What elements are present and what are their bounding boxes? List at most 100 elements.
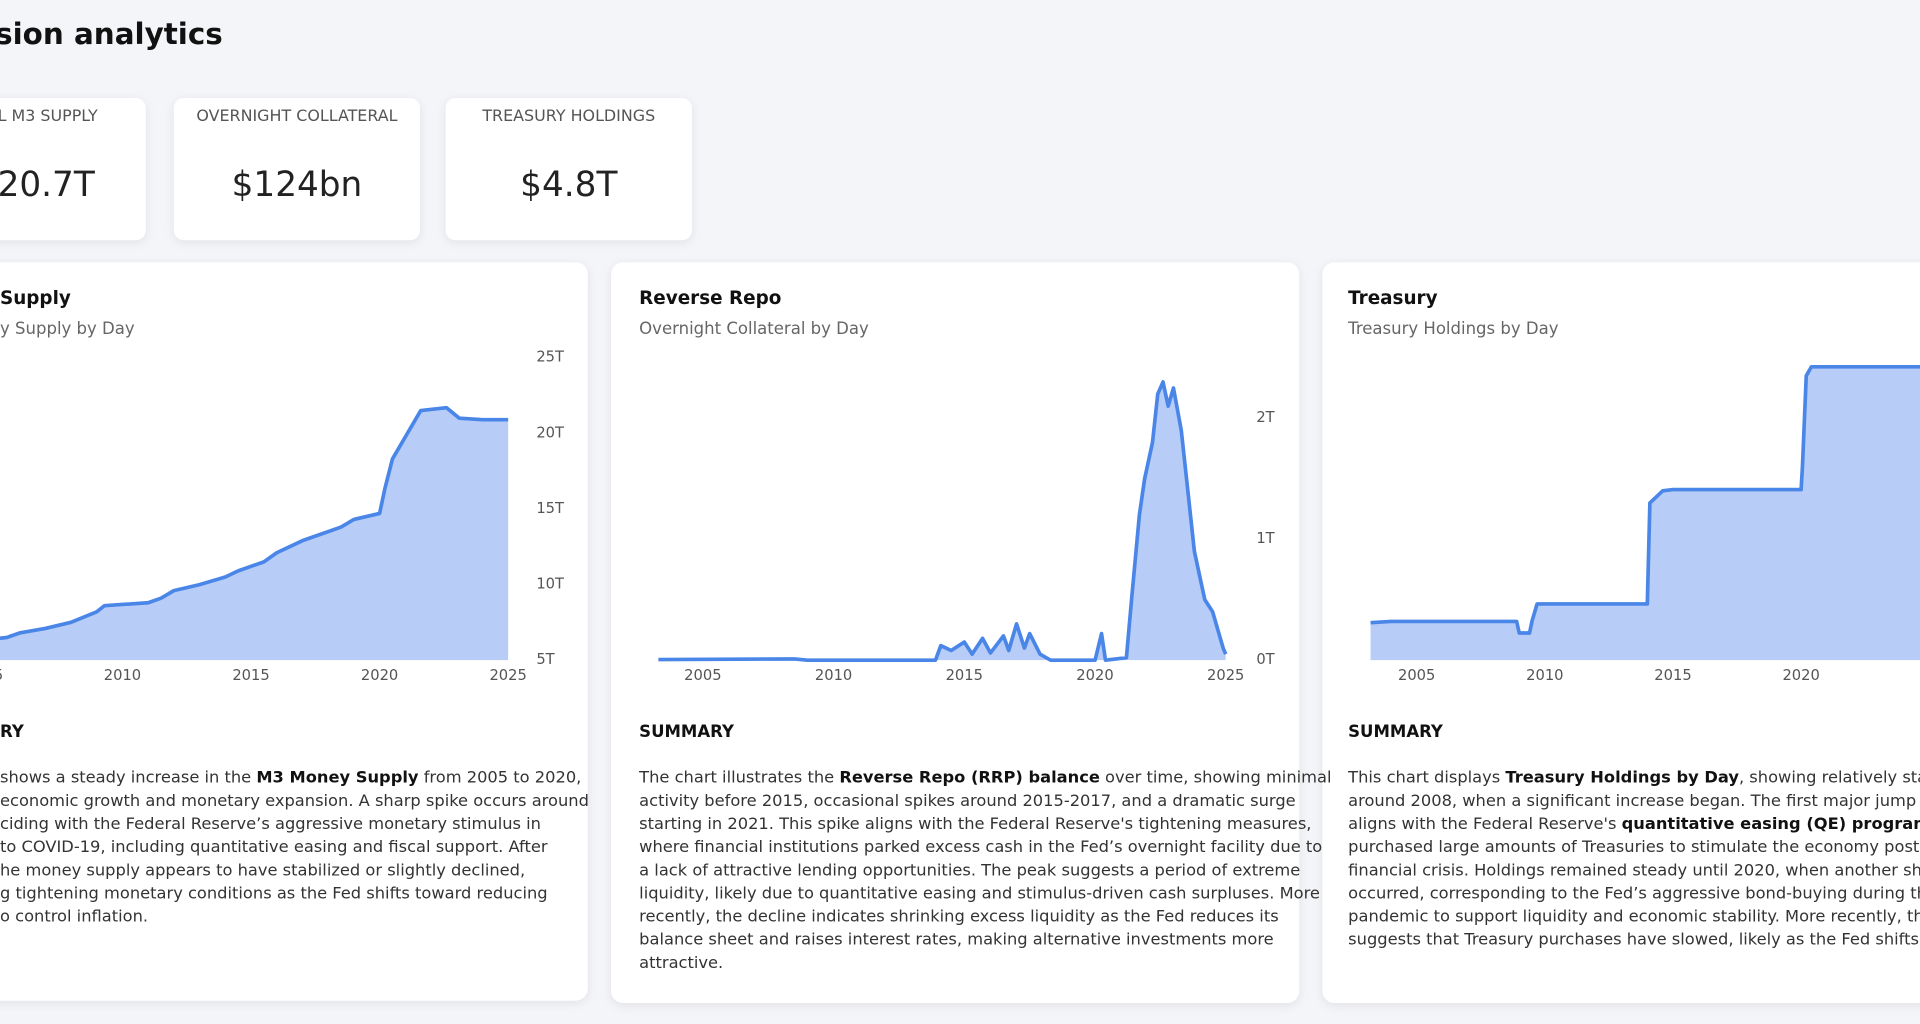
summary-line: occurred, corresponding to the Fed’s agg… bbox=[1348, 883, 1920, 902]
summary-line: purchased large amounts of Treasuries to… bbox=[1348, 837, 1920, 856]
kpi-value: $124bn bbox=[232, 165, 363, 205]
kpi-card bbox=[0, 98, 146, 241]
y-tick-label: 1T bbox=[1256, 530, 1275, 547]
x-tick-label: 2015 bbox=[946, 667, 983, 684]
page-title: sion analytics bbox=[0, 17, 223, 51]
y-tick-label: 5T bbox=[536, 651, 555, 668]
y-tick-label: 0T bbox=[1256, 651, 1275, 668]
x-tick-label: 2025 bbox=[1207, 667, 1244, 684]
summary-text: ciding with the Federal Reserve’s aggres… bbox=[0, 814, 541, 833]
chart-title: Reverse Repo bbox=[639, 288, 781, 309]
summary-text: o control inflation. bbox=[0, 906, 148, 925]
summary-bold: Reverse Repo (RRP) balance bbox=[839, 767, 1100, 786]
kpi-value: 20.7T bbox=[0, 165, 96, 205]
summary-line: a lack of attractive lending opportuniti… bbox=[639, 860, 1300, 879]
summary-line: he money supply appears to have stabiliz… bbox=[0, 860, 525, 879]
summary-line: aligns with the Federal Reserve's quanti… bbox=[1348, 814, 1920, 833]
kpi-label: TREASURY HOLDINGS bbox=[481, 106, 655, 125]
x-tick-label: 05 bbox=[0, 667, 3, 684]
y-tick-label: 10T bbox=[536, 576, 565, 593]
summary-line: shows a steady increase in the M3 Money … bbox=[0, 767, 581, 786]
summary-heading: RY bbox=[0, 722, 25, 741]
area-fill bbox=[0, 407, 509, 661]
summary-line: pandemic to support liquidity and econom… bbox=[1348, 906, 1920, 925]
x-tick-label: 2020 bbox=[361, 667, 398, 684]
summary-text: activity before 2015, occasional spikes … bbox=[639, 790, 1295, 809]
area-fill bbox=[658, 381, 1226, 661]
summary-text: financial crisis. Holdings remained stea… bbox=[1348, 860, 1920, 879]
summary-text: over time, showing minimal bbox=[1100, 767, 1332, 786]
y-tick-label: 15T bbox=[536, 500, 565, 517]
summary-text: pandemic to support liquidity and econom… bbox=[1348, 906, 1920, 925]
summary-bold: Treasury Holdings by Day bbox=[1505, 767, 1739, 786]
area-fill bbox=[1370, 366, 1920, 661]
summary-text: a lack of attractive lending opportuniti… bbox=[639, 860, 1300, 879]
x-tick-label: 2010 bbox=[104, 667, 141, 684]
summary-text: balance sheet and raises interest rates,… bbox=[639, 929, 1273, 948]
chart-title: Supply bbox=[0, 288, 71, 309]
summary-text: from 2005 to 2020, bbox=[419, 767, 582, 786]
area-line bbox=[0, 405, 509, 641]
summary-text: recently, the decline indicates shrinkin… bbox=[639, 906, 1278, 925]
chart-subtitle: Treasury Holdings by Day bbox=[1347, 319, 1559, 338]
x-tick-label: 2015 bbox=[232, 667, 269, 684]
summary-line: liquidity, likely due to quantitative ea… bbox=[639, 883, 1320, 902]
y-tick-label: 25T bbox=[536, 349, 565, 366]
kpi-label: L M3 SUPPLY bbox=[0, 106, 98, 125]
chart-title: Treasury bbox=[1348, 288, 1437, 309]
summary-text: suggests that Treasury purchases have sl… bbox=[1348, 929, 1920, 948]
area-line bbox=[658, 380, 1228, 662]
summary-line: financial crisis. Holdings remained stea… bbox=[1348, 860, 1920, 879]
summary-line: where financial institutions parked exce… bbox=[639, 837, 1322, 856]
x-tick-label: 2005 bbox=[1398, 667, 1435, 684]
chart-subtitle: Overnight Collateral by Day bbox=[639, 319, 869, 338]
summary-text: economic growth and monetary expansion. … bbox=[0, 790, 589, 809]
summary-text: aligns with the Federal Reserve's bbox=[1348, 814, 1621, 833]
summary-line: g tightening monetary conditions as the … bbox=[0, 883, 548, 902]
summary-line: economic growth and monetary expansion. … bbox=[0, 790, 589, 809]
x-tick-label: 2010 bbox=[1526, 667, 1563, 684]
y-tick-label: 20T bbox=[536, 424, 565, 441]
summary-text: liquidity, likely due to quantitative ea… bbox=[639, 883, 1320, 902]
summary-text: he money supply appears to have stabiliz… bbox=[0, 860, 525, 879]
summary-heading: SUMMARY bbox=[1348, 722, 1444, 741]
kpi-card bbox=[445, 98, 692, 241]
summary-text: purchased large amounts of Treasuries to… bbox=[1348, 837, 1920, 856]
kpi-card bbox=[173, 98, 420, 241]
summary-text: This chart displays bbox=[1347, 767, 1505, 786]
summary-line: o control inflation. bbox=[0, 906, 148, 925]
chart-panel bbox=[611, 262, 1300, 1004]
summary-line: starting in 2021. This spike aligns with… bbox=[639, 814, 1311, 833]
x-tick-label: 2005 bbox=[684, 667, 721, 684]
summary-text: The chart illustrates the bbox=[638, 767, 839, 786]
summary-text: shows a steady increase in the bbox=[0, 767, 256, 786]
x-tick-label: 2010 bbox=[815, 667, 852, 684]
chart-subtitle: y Supply by Day bbox=[0, 319, 135, 338]
summary-text: g tightening monetary conditions as the … bbox=[0, 883, 548, 902]
summary-line: to COVID-19, including quantitative easi… bbox=[0, 837, 548, 856]
summary-line: ciding with the Federal Reserve’s aggres… bbox=[0, 814, 541, 833]
kpi-value: $4.8T bbox=[520, 165, 618, 205]
summary-text: starting in 2021. This spike aligns with… bbox=[639, 814, 1311, 833]
summary-bold: quantitative easing (QE) programs bbox=[1622, 814, 1920, 833]
summary-text: around 2008, when a significant increase… bbox=[1348, 790, 1920, 809]
summary-line: around 2008, when a significant increase… bbox=[1348, 790, 1920, 809]
summary-line: activity before 2015, occasional spikes … bbox=[639, 790, 1295, 809]
summary-line: attractive. bbox=[639, 952, 723, 971]
summary-text: occurred, corresponding to the Fed’s agg… bbox=[1348, 883, 1920, 902]
x-tick-label: 2025 bbox=[489, 667, 526, 684]
summary-text: , showing relatively stable lev bbox=[1739, 767, 1920, 786]
summary-text: where financial institutions parked exce… bbox=[639, 837, 1322, 856]
summary-line: suggests that Treasury purchases have sl… bbox=[1348, 929, 1920, 948]
summary-heading: SUMMARY bbox=[639, 722, 735, 741]
summary-bold: M3 Money Supply bbox=[256, 767, 419, 786]
summary-line: The chart illustrates the Reverse Repo (… bbox=[638, 767, 1331, 786]
summary-line: recently, the decline indicates shrinkin… bbox=[639, 906, 1278, 925]
kpi-label: OVERNIGHT COLLATERAL bbox=[196, 106, 397, 125]
summary-line: balance sheet and raises interest rates,… bbox=[639, 929, 1273, 948]
summary-text: to COVID-19, including quantitative easi… bbox=[0, 837, 548, 856]
y-tick-label: 2T bbox=[1256, 409, 1275, 426]
x-tick-label: 2015 bbox=[1654, 667, 1691, 684]
x-tick-label: 2020 bbox=[1782, 667, 1819, 684]
